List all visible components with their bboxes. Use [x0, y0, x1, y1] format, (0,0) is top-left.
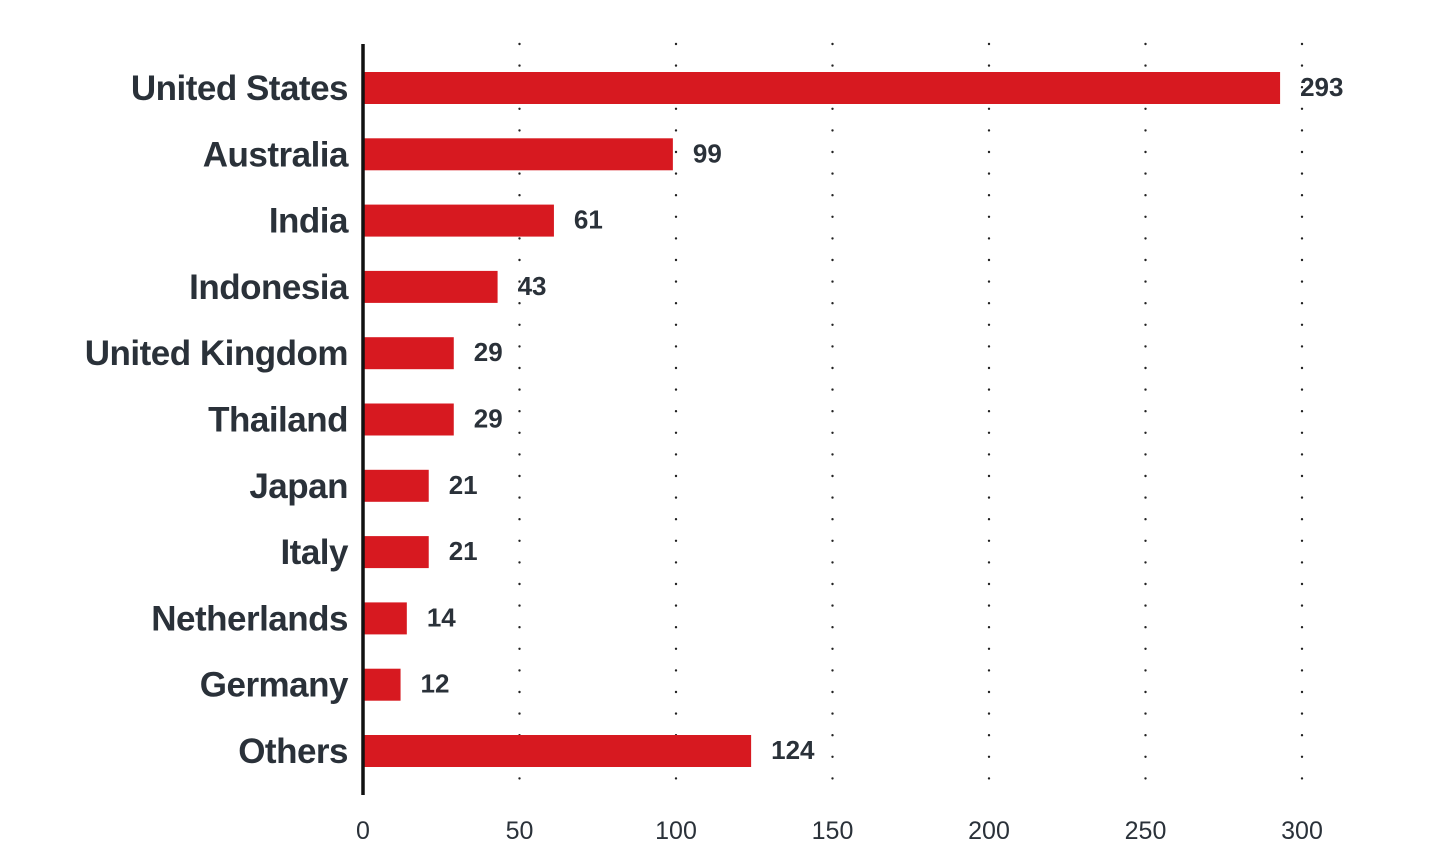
value-label-united-kingdom: 29	[474, 337, 503, 367]
x-tick-label-100: 100	[655, 817, 697, 845]
bar-indonesia	[363, 270, 498, 303]
bar-others	[363, 735, 752, 767]
value-label-others: 124	[771, 735, 815, 765]
bar-thailand	[363, 403, 454, 436]
x-tick-label-50: 50	[506, 817, 534, 845]
category-label-thailand: Thailand	[208, 401, 348, 440]
value-label-united-states: 293	[1300, 72, 1343, 102]
category-label-united-kingdom: United Kingdom	[85, 334, 348, 373]
gridlines	[518, 42, 1304, 797]
category-label-australia: Australia	[203, 135, 349, 174]
value-label-indonesia: 43	[518, 271, 547, 301]
bar-italy	[363, 536, 429, 569]
category-label-others: Others	[238, 732, 348, 771]
category-label-india: India	[269, 202, 349, 241]
x-tick-label-0: 0	[356, 817, 370, 845]
value-label-netherlands: 14	[427, 602, 456, 632]
category-label-netherlands: Netherlands	[151, 599, 348, 638]
bar-united-kingdom	[363, 337, 454, 370]
value-label-italy: 21	[449, 536, 478, 566]
x-tick-label-300: 300	[1281, 817, 1323, 845]
value-label-australia: 99	[693, 138, 722, 168]
category-label-united-states: United States	[131, 69, 348, 108]
value-label-japan: 21	[449, 470, 478, 500]
bars	[363, 72, 1281, 767]
bar-australia	[363, 138, 673, 171]
category-label-italy: Italy	[280, 533, 349, 572]
bar-india	[363, 204, 554, 237]
value-label-germany: 12	[421, 669, 450, 699]
x-tick-label-200: 200	[968, 817, 1010, 845]
x-tick-labels: 0 50 100 150 200 250 300	[356, 817, 1323, 845]
category-label-indonesia: Indonesia	[189, 268, 349, 307]
category-labels: United States Australia India Indonesia Unit…	[85, 69, 350, 771]
bar-netherlands	[363, 602, 407, 635]
category-label-germany: Germany	[200, 666, 349, 705]
value-labels: 293 99 61 43 29 29 21 21 14 12 124	[421, 72, 1344, 765]
x-tick-label-150: 150	[812, 817, 854, 845]
bar-germany	[363, 668, 401, 701]
bar-united-states	[363, 72, 1281, 104]
bar-japan	[363, 469, 429, 502]
category-label-japan: Japan	[249, 467, 348, 506]
x-tick-label-250: 250	[1125, 817, 1167, 845]
value-label-india: 61	[574, 205, 603, 235]
value-label-thailand: 29	[474, 404, 503, 434]
